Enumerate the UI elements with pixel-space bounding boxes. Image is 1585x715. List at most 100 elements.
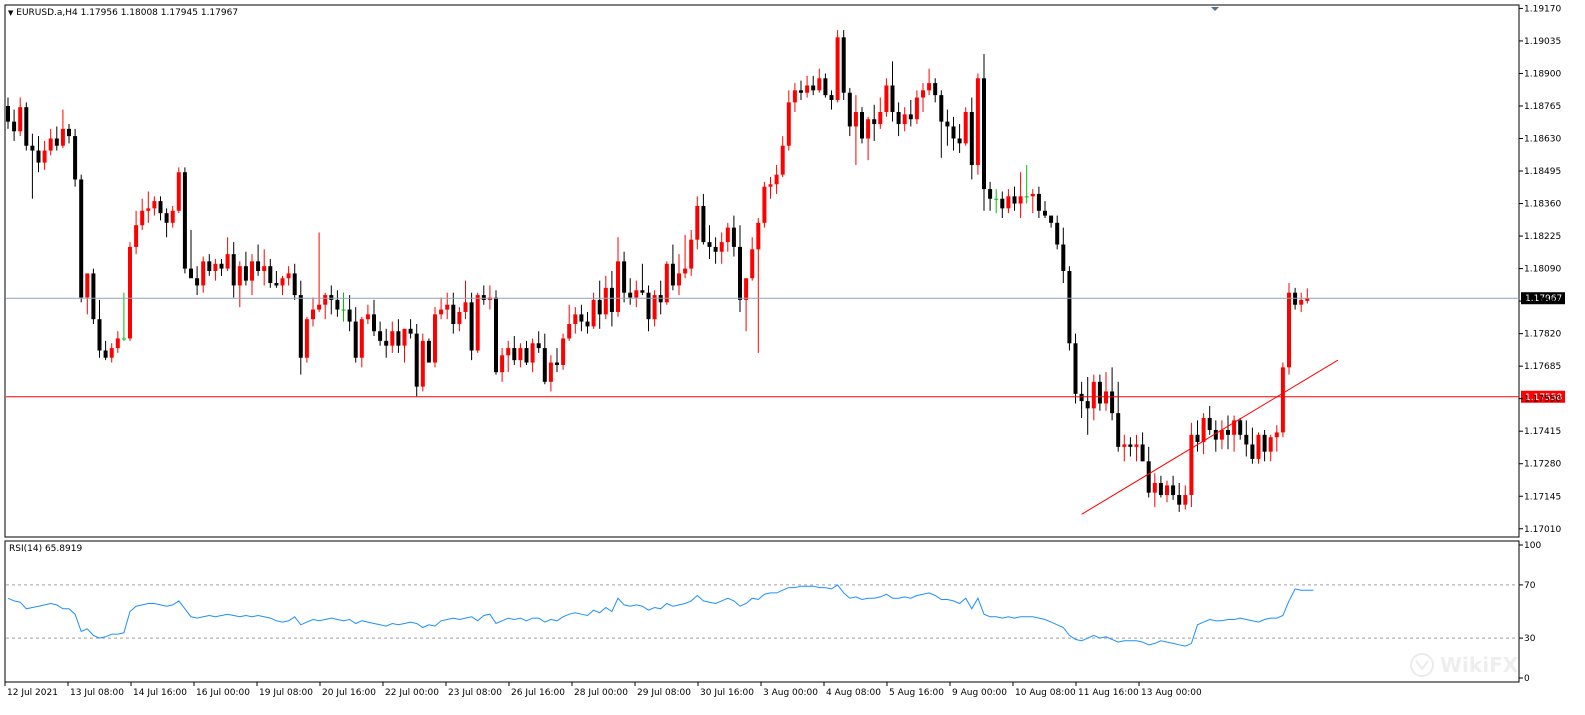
candle-body bbox=[73, 136, 78, 180]
rsi-tick-label: 100 bbox=[1524, 541, 1541, 551]
candle-body bbox=[548, 362, 553, 382]
candle-body bbox=[1049, 215, 1054, 223]
time-tick-label: 9 Aug 00:00 bbox=[952, 688, 1007, 698]
candle-body bbox=[1079, 393, 1084, 402]
candle-body bbox=[878, 112, 883, 125]
candle-body bbox=[250, 261, 254, 281]
symbol-header[interactable]: ▼ EURUSD.a,H4 1.17956 1.18008 1.17945 1.… bbox=[8, 8, 238, 18]
trendline[interactable] bbox=[1081, 359, 1339, 515]
candle-body bbox=[1146, 461, 1151, 493]
candle-body bbox=[12, 121, 17, 132]
candle-body bbox=[329, 295, 334, 300]
candle-body bbox=[1287, 292, 1291, 368]
candle-body bbox=[646, 292, 651, 320]
candle-body bbox=[969, 112, 974, 165]
candle-body bbox=[756, 222, 761, 250]
candle-body bbox=[469, 302, 474, 351]
watermark-logo-icon bbox=[1410, 653, 1434, 677]
candle-body bbox=[408, 328, 413, 334]
time-tick-label: 23 Jul 08:00 bbox=[448, 688, 502, 698]
candle-body bbox=[695, 205, 700, 240]
time-tick-label: 16 Jul 00:00 bbox=[196, 688, 250, 698]
candle-body bbox=[823, 78, 828, 96]
candle-body bbox=[927, 83, 932, 91]
rsi-tick-label: 30 bbox=[1524, 634, 1536, 644]
candle-body bbox=[1097, 381, 1102, 404]
price-tick-label: 1.17550 bbox=[1524, 395, 1561, 405]
watermark-text: WikiFX bbox=[1440, 653, 1519, 677]
candle-body bbox=[872, 119, 877, 125]
collapse-triangle-icon[interactable]: ▼ bbox=[8, 9, 14, 17]
candle-body bbox=[274, 283, 279, 286]
price-axis[interactable]: 1.19170 1.19035 1.18900 1.18765 1.18630 1.184… bbox=[1519, 4, 1561, 535]
candle-body bbox=[579, 314, 584, 322]
candle-body bbox=[121, 338, 126, 340]
candle-body bbox=[1018, 196, 1023, 204]
candle-body bbox=[128, 246, 132, 339]
main-pane-border bbox=[4, 4, 1520, 538]
candle-body bbox=[957, 138, 962, 144]
candle-body bbox=[500, 355, 505, 373]
candle-body bbox=[1140, 444, 1145, 462]
candle-body bbox=[60, 128, 65, 146]
candle-body bbox=[902, 114, 907, 125]
rsi-header[interactable]: RSI(14) 65.8919 bbox=[9, 544, 82, 554]
time-tick-label: 3 Aug 00:00 bbox=[763, 688, 818, 698]
candle-body bbox=[262, 266, 267, 271]
candle-body bbox=[24, 107, 29, 146]
candle-body bbox=[1238, 420, 1243, 435]
rsi-group bbox=[6, 584, 1519, 647]
candle-body bbox=[1280, 367, 1285, 433]
candle-body bbox=[433, 314, 437, 363]
candle-body bbox=[445, 304, 450, 310]
time-tick-label: 12 Jul 2021 bbox=[7, 688, 58, 698]
candle-body bbox=[914, 97, 919, 120]
price-tick-label: 1.18765 bbox=[1524, 102, 1561, 112]
candle-body bbox=[103, 350, 108, 358]
candle-body bbox=[701, 205, 706, 243]
candle-body bbox=[97, 319, 102, 351]
candle-body bbox=[115, 338, 120, 349]
candle-body bbox=[805, 85, 810, 93]
candle-body bbox=[109, 348, 114, 358]
rsi-axis: 100 70 30 0 bbox=[1519, 541, 1541, 684]
price-tick-label: 1.18495 bbox=[1524, 167, 1561, 177]
candle-body bbox=[1189, 434, 1194, 496]
price-tick-label: 1.18360 bbox=[1524, 200, 1561, 210]
candle-body bbox=[481, 295, 486, 300]
candle-body bbox=[365, 314, 370, 320]
candle-body bbox=[298, 295, 303, 358]
rsi-pane[interactable]: 100 70 30 0 bbox=[4, 540, 1541, 684]
candle-body bbox=[1256, 434, 1261, 459]
candle-body bbox=[54, 138, 59, 146]
candle-body bbox=[890, 85, 895, 112]
candle-body bbox=[634, 290, 639, 298]
candle-body bbox=[475, 295, 480, 351]
price-tick-label: 1.18630 bbox=[1524, 135, 1561, 145]
candle-body bbox=[1110, 391, 1115, 414]
candle-body bbox=[725, 227, 730, 243]
candle-body bbox=[1128, 444, 1133, 447]
candle-body bbox=[48, 138, 53, 151]
main-pane[interactable]: 1.17558 1.17967 1.19170 1.19035 1.18900 1.18… bbox=[4, 4, 1565, 538]
candle-body bbox=[512, 348, 517, 361]
candle-body bbox=[750, 249, 755, 279]
scroll-marker-icon[interactable] bbox=[1211, 7, 1219, 11]
candle-body bbox=[134, 225, 139, 247]
candle-body bbox=[158, 201, 163, 214]
candle-body bbox=[982, 78, 986, 190]
candle-body bbox=[817, 78, 822, 91]
candle-body bbox=[311, 309, 315, 320]
candle-body bbox=[811, 85, 816, 91]
candle-body bbox=[1183, 495, 1188, 505]
candle-body bbox=[390, 331, 395, 346]
candle-body bbox=[1116, 413, 1121, 447]
candle-body bbox=[207, 261, 212, 271]
candle-body bbox=[463, 302, 468, 312]
candle-body bbox=[762, 186, 767, 223]
candle-body bbox=[243, 266, 248, 281]
candle-body bbox=[268, 266, 273, 284]
candle-body bbox=[341, 309, 346, 311]
